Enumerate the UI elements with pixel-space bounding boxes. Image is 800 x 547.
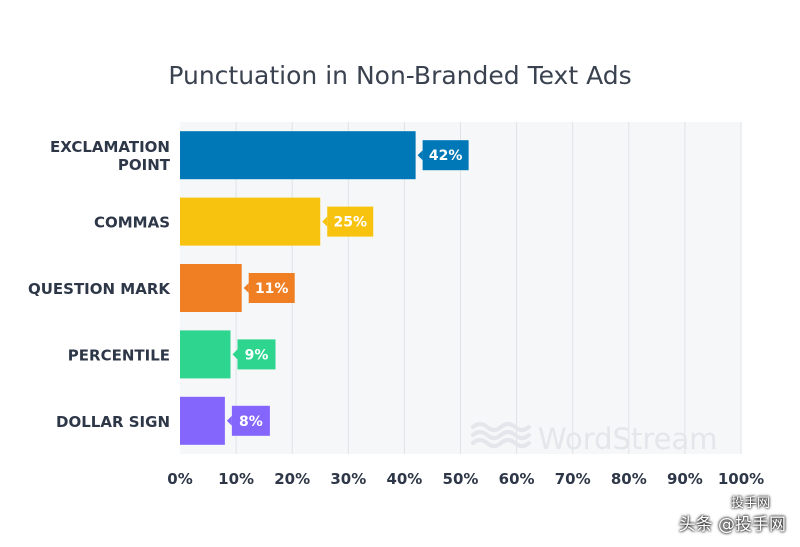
- bar: [180, 131, 416, 180]
- data-label-box: [422, 140, 469, 171]
- category-label: DOLLAR SIGN: [56, 413, 170, 431]
- x-tick-label: 80%: [611, 470, 647, 488]
- category-label: PERCENTILE: [68, 346, 170, 364]
- data-label: 11%: [255, 281, 289, 297]
- data-label: 25%: [333, 215, 367, 231]
- x-tick-label: 40%: [386, 470, 422, 488]
- data-label-pointer: [417, 150, 423, 161]
- plot-area: 0% 10% 20% 30% 40% 50% 60% 70% 80% 90% 100%WordStr…: [28, 122, 764, 488]
- data-label-pointer: [243, 283, 249, 293]
- data-label-box: [231, 405, 270, 436]
- x-tick-label: 50%: [443, 470, 479, 488]
- x-tick-label: 0%: [167, 470, 192, 488]
- category-label: COMMAS: [94, 214, 170, 232]
- x-tick-label: 70%: [555, 470, 591, 488]
- chart-title: Punctuation in Non-Branded Text Ads: [168, 61, 631, 90]
- bar: [180, 197, 321, 246]
- data-label-pointer: [322, 216, 328, 227]
- data-label-pointer: [226, 415, 232, 426]
- data-label-box: [248, 273, 295, 303]
- corner-watermark-logo: 投手网: [730, 496, 770, 511]
- data-label-box: [237, 339, 276, 370]
- category-label: EXCLAMATION: [50, 138, 170, 156]
- category-label: QUESTION MARK: [28, 280, 171, 298]
- data-label-box: [327, 206, 374, 237]
- corner-watermark-text: 头条 @投手网: [678, 515, 786, 535]
- x-tick-label: 60%: [499, 470, 535, 488]
- data-label: 8%: [239, 414, 263, 430]
- x-tick-label: 90%: [667, 470, 703, 488]
- data-label: 42%: [429, 148, 463, 164]
- data-label-pointer: [232, 349, 238, 360]
- bar: [180, 396, 225, 445]
- x-tick-label: 30%: [330, 470, 366, 488]
- watermark-wave-icon: [471, 438, 531, 448]
- bar: [180, 330, 231, 379]
- category-label: POINT: [118, 156, 171, 174]
- x-tick-label: 20%: [274, 470, 310, 488]
- bar: [180, 264, 242, 312]
- watermark-brand: WordStream: [538, 422, 717, 456]
- watermark-wave-icon: [471, 422, 531, 432]
- data-label: 9%: [245, 347, 269, 363]
- watermark-wave-icon: [471, 430, 531, 440]
- x-tick-label: 100%: [718, 470, 764, 488]
- x-tick-label: 10%: [218, 470, 254, 488]
